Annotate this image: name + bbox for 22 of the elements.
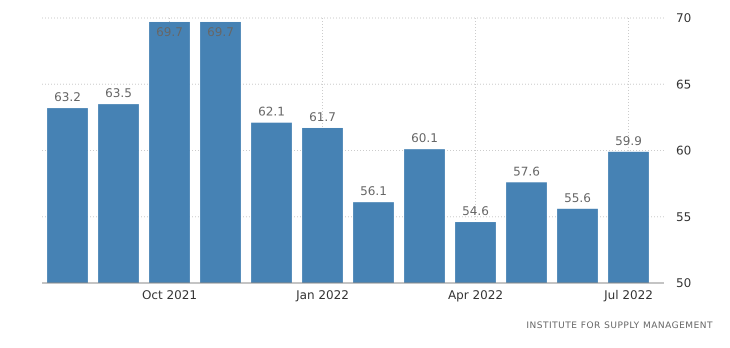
y-tick-label: 60 [676,144,692,158]
y-tick-label: 70 [676,11,692,26]
y-tick-label: 50 [676,276,692,290]
x-tick-label: Jul 2022 [603,288,653,302]
data-label: 59.9 [615,134,642,148]
data-label: 55.6 [564,190,591,205]
x-tick-label: Oct 2021 [142,288,198,302]
y-tick-label: 55 [676,210,692,224]
data-label: 54.6 [462,204,489,218]
data-label: 62.1 [258,104,285,119]
data-label: 63.5 [105,86,132,100]
data-label: 57.6 [513,164,540,178]
x-tick-label: Apr 2022 [448,288,504,302]
data-label: 61.7 [309,110,336,124]
data-label: 60.1 [411,131,438,146]
data-label: 69.7 [156,25,183,39]
x-tick-label: Jan 2022 [295,288,349,302]
data-label: 63.2 [54,90,81,104]
data-label: 56.1 [360,184,387,198]
text: INSTITUTE FOR SUPPLY MANAGEMENT [526,321,713,331]
data-label: 69.7 [207,25,234,39]
y-tick-label: 65 [676,77,692,92]
